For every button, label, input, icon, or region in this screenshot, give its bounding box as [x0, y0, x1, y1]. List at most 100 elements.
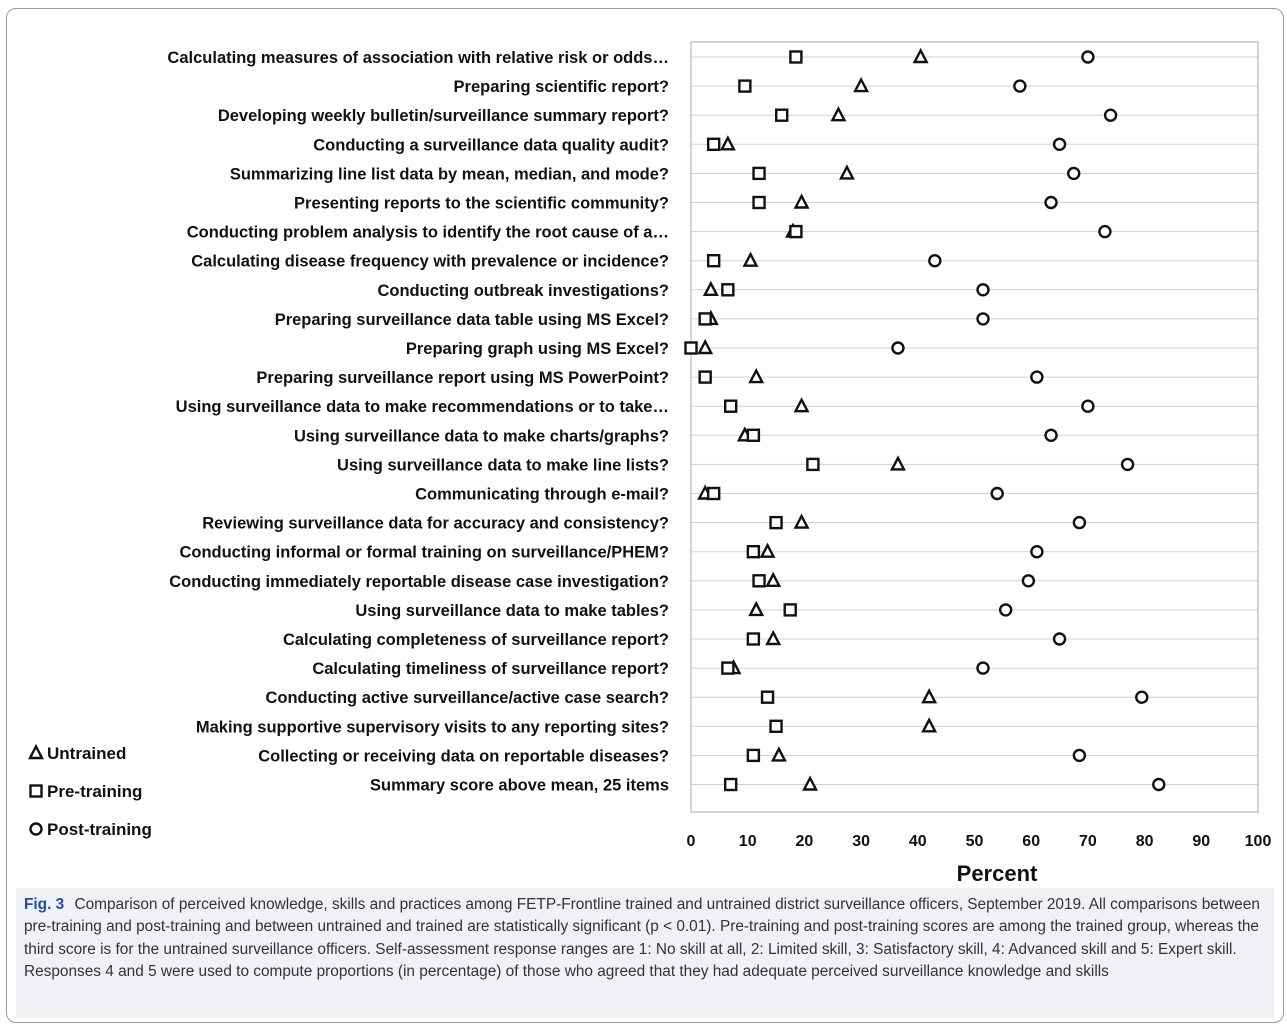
legend-pre-training-marker: [29, 784, 43, 798]
post-training-point: [998, 603, 1013, 617]
dot-plot-chart: Calculating measures of association with…: [28, 41, 1272, 886]
legend-untrained-marker: [28, 743, 44, 760]
x-tick-label: 50: [966, 833, 984, 850]
x-tick-label: 0: [687, 833, 696, 850]
untrained-point: [748, 368, 765, 384]
category-label: Conducting immediately reportable diseas…: [169, 573, 669, 591]
untrained-point: [853, 77, 870, 93]
untrained-point: [838, 164, 855, 180]
category-label: Summary score above mean, 25 items: [370, 777, 669, 795]
post-training-point: [1030, 545, 1044, 559]
category-label: Presenting reports to the scientific com…: [294, 195, 669, 213]
untrained-point: [912, 47, 929, 64]
category-label: Conducting outbreak investigations?: [377, 282, 669, 300]
x-tick-label: 60: [1022, 833, 1040, 850]
legend-pre-training-label: Pre-training: [47, 782, 142, 801]
untrained-point: [889, 455, 906, 471]
post-training-point: [1098, 224, 1112, 239]
post-training-point: [928, 254, 942, 268]
post-training-point: [1103, 108, 1118, 122]
figure-label: Fig. 3: [24, 896, 65, 913]
figure-caption: Fig. 3 Comparison of perceived knowledge…: [16, 888, 1274, 1018]
category-label: Preparing graph using MS Excel?: [406, 340, 669, 358]
x-tick-label: 90: [1192, 833, 1210, 850]
untrained-point: [742, 251, 759, 267]
category-label: Communicating through e-mail?: [415, 486, 669, 504]
pre-training-point: [746, 428, 761, 442]
post-training-point: [1044, 195, 1058, 210]
legend-post-training-marker: [29, 822, 43, 836]
pre-training-point: [769, 719, 783, 733]
x-tick-label: 30: [852, 833, 870, 850]
untrained-point: [748, 600, 765, 617]
post-training-point: [1052, 137, 1067, 152]
category-label: Conducting informal or formal training o…: [179, 544, 669, 562]
pre-training-point: [721, 283, 735, 297]
legend-post-training-label: Post-training: [47, 820, 152, 839]
category-labels: Calculating measures of association with…: [167, 49, 669, 795]
post-training-point: [1052, 632, 1067, 646]
post-training-point: [1044, 428, 1058, 442]
category-label: Conducting active surveillance/active ca…: [265, 689, 669, 707]
untrained-point: [719, 135, 736, 151]
category-label: Collecting or receiving data on reportab…: [258, 747, 669, 765]
post-training-point: [976, 661, 990, 675]
untrained-point: [830, 106, 847, 122]
category-label: Calculating timeliness of surveillance r…: [312, 660, 669, 678]
category-label: Calculating completeness of surveillance…: [283, 631, 669, 649]
pre-training-point: [706, 253, 721, 268]
legend-untrained-label: Untrained: [47, 744, 126, 763]
post-training-point: [976, 283, 990, 297]
untrained-point: [793, 513, 810, 529]
untrained-point: [765, 629, 782, 646]
category-label: Using surveillance data to make charts/g…: [294, 427, 669, 445]
x-axis-title: Percent: [957, 861, 1038, 886]
pre-training-point: [746, 632, 761, 646]
post-training-point: [976, 312, 990, 326]
category-label: Preparing surveillance data table using …: [275, 311, 669, 329]
legend: Untrained Pre-training Post-training: [28, 743, 152, 839]
pre-training-point: [746, 748, 761, 763]
x-tick-label: 10: [739, 833, 757, 850]
untrained-point: [697, 338, 714, 355]
untrained-point: [770, 746, 787, 762]
category-label: Using surveillance data to make recommen…: [176, 398, 669, 416]
pre-training-point: [684, 341, 698, 355]
pre-training-point: [789, 224, 803, 239]
category-label: Preparing surveillance report using MS P…: [256, 369, 669, 387]
pre-training-point: [806, 457, 820, 472]
category-label: Conducting a surveillance data quality a…: [313, 136, 669, 154]
post-training-point: [1072, 748, 1087, 763]
pre-training-point: [752, 166, 766, 181]
x-axis-tick-labels: 0 10 20 30 40 50 60 70 80 90 100: [687, 833, 1272, 850]
untrained-point: [793, 397, 810, 413]
pre-training-point: [789, 50, 803, 64]
untrained-point: [759, 542, 776, 558]
x-tick-label: 40: [909, 833, 927, 850]
post-training-point: [1152, 777, 1166, 792]
x-tick-label: 70: [1079, 833, 1097, 850]
category-label: Conducting problem analysis to identify …: [187, 224, 669, 242]
post-training-point: [1072, 515, 1087, 530]
pre-training-point: [706, 486, 721, 501]
category-label: Calculating measures of association with…: [167, 49, 669, 67]
pre-training-point: [723, 399, 738, 413]
category-label: Making supportive supervisory visits to …: [196, 718, 669, 736]
x-tick-label: 100: [1245, 833, 1272, 850]
untrained-point: [765, 571, 782, 587]
category-label: Using surveillance data to make line lis…: [337, 456, 669, 474]
figure-caption-text: Comparison of perceived knowledge, skill…: [24, 896, 1260, 980]
category-label: Summarizing line list data by mean, medi…: [230, 165, 669, 183]
category-label: Using surveillance data to make tables?: [355, 602, 669, 620]
gridlines: [691, 56, 1258, 785]
post-training-point: [1021, 574, 1036, 588]
category-label: Calculating disease frequency with preva…: [191, 253, 669, 271]
pre-training-point: [706, 137, 721, 152]
pre-training-point: [723, 777, 738, 792]
pre-training-point: [738, 79, 752, 93]
data-markers: [684, 47, 1166, 792]
untrained-point: [921, 717, 938, 733]
untrained-point: [793, 193, 810, 209]
category-label: Developing weekly bulletin/surveillance …: [218, 107, 669, 125]
post-training-point: [1081, 399, 1095, 413]
